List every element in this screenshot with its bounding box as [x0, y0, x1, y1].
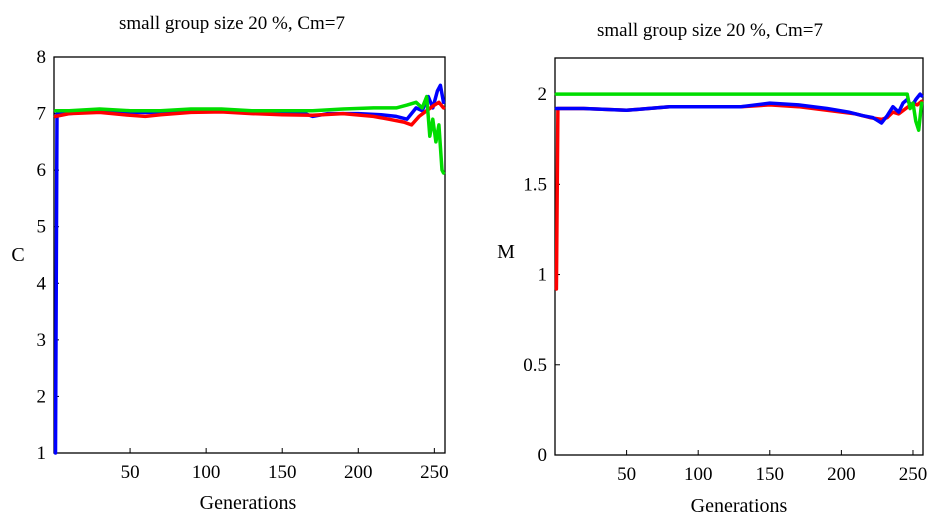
x-axis-label: Generations: [200, 492, 297, 514]
x-axis-label: Generations: [691, 495, 788, 517]
y-tick-label: 1.5: [523, 174, 547, 195]
series-line: [554, 92, 924, 125]
y-tick-label: 2: [538, 84, 548, 105]
chart-title: small group size 20 %, Cm=7: [119, 13, 345, 34]
series-line: [554, 99, 924, 291]
y-tick-label: 6: [37, 160, 47, 181]
chart-c-panel: small group size 20 %, Cm=7 C Generation…: [11, 13, 449, 514]
y-tick-label: 3: [37, 330, 47, 351]
chart-m-panel: small group size 20 %, Cm=7 M Generation…: [466, 0, 932, 517]
y-tick-label: 4: [37, 273, 47, 294]
x-tick-label: 150: [268, 462, 297, 483]
y-tick-label: 5: [37, 217, 47, 238]
x-tick-label: 100: [192, 462, 221, 483]
chart-c-svg: small group size 20 %, Cm=7 C Generation…: [11, 13, 449, 514]
y-tick-label: 1: [37, 443, 47, 464]
x-tick-label: 50: [121, 462, 140, 483]
series-line: [53, 100, 446, 127]
x-tick-label: 200: [827, 464, 856, 485]
x-tick-label: 50: [617, 464, 636, 485]
chart-title: small group size 20 %, Cm=7: [597, 20, 823, 41]
x-tick-label: 200: [344, 462, 373, 483]
y-tick-label: 2: [37, 386, 47, 407]
series-line: [53, 83, 446, 455]
x-tick-label: 250: [420, 462, 449, 483]
series-line: [53, 94, 446, 175]
plot-frame: [53, 56, 446, 454]
x-tick-label: 150: [756, 464, 785, 485]
series-line: [554, 92, 924, 132]
x-tick-label: 250: [899, 464, 928, 485]
y-tick-label: 1: [538, 265, 548, 286]
x-tick-label: 100: [684, 464, 713, 485]
y-axis-label: M: [497, 241, 515, 263]
y-axis-label: C: [11, 244, 24, 266]
y-tick-label: 7: [37, 104, 47, 125]
chart-m-svg: small group size 20 %, Cm=7 M Generation…: [497, 20, 928, 517]
y-tick-label: 0: [538, 445, 548, 466]
y-tick-label: 0.5: [523, 355, 547, 376]
y-tick-label: 8: [37, 47, 47, 68]
